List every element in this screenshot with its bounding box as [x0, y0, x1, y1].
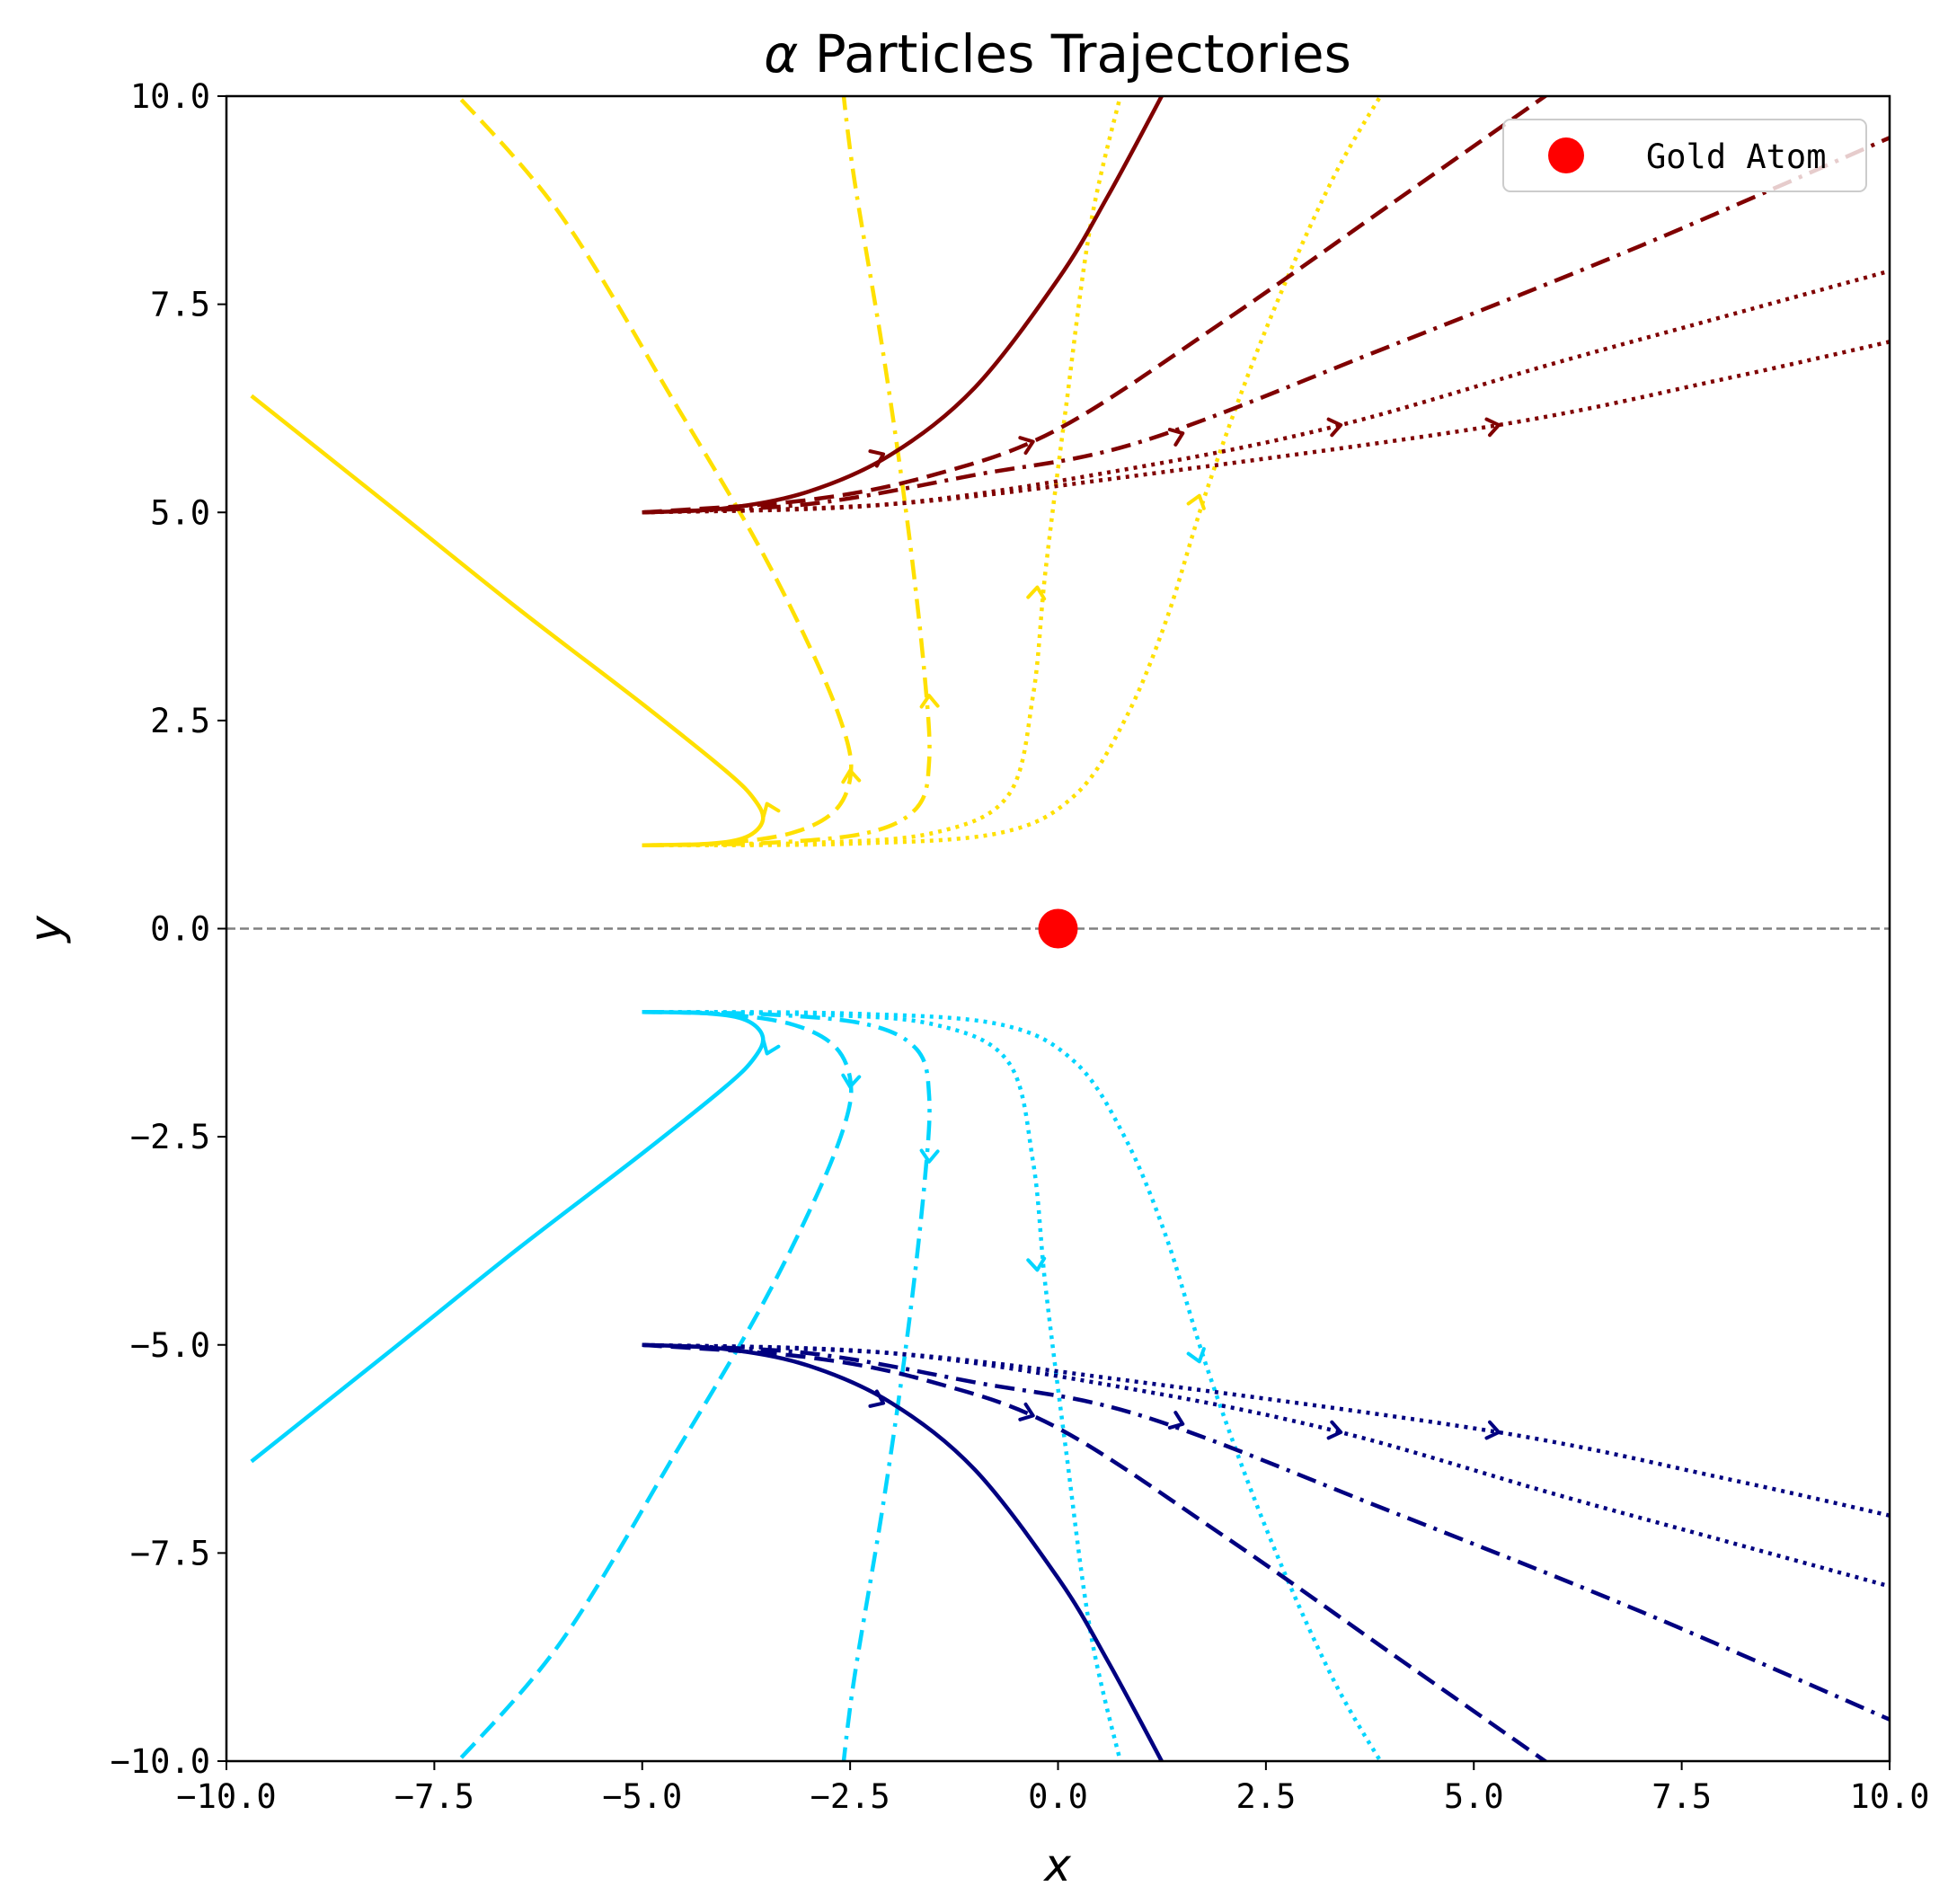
- x-axis-label: x: [1042, 1839, 1071, 1891]
- trajectory-arrow-13: [919, 1148, 940, 1164]
- y-tick-label: −7.5: [130, 1534, 210, 1572]
- legend-gold-atom-marker: [1548, 137, 1584, 173]
- trajectory-arrow-7: [1018, 436, 1035, 456]
- x-tick-label: −5.0: [602, 1777, 682, 1816]
- series-layer: [250, 96, 1890, 1761]
- trajectory-arrow-2: [841, 768, 862, 784]
- x-tick-label: −7.5: [394, 1777, 474, 1816]
- trajectory-line-14: [642, 1009, 1123, 1761]
- trajectory-line-2: [455, 96, 854, 848]
- trajectory-line-13: [642, 1009, 932, 1761]
- trajectory-line-6: [642, 96, 1164, 515]
- plot-area: [226, 96, 1890, 1761]
- trajectory-line-10: [642, 340, 1890, 515]
- y-tick-label: 10.0: [130, 77, 210, 116]
- trajectory-arrow-14: [1026, 1256, 1047, 1272]
- trajectory-line-17: [642, 1342, 1549, 1761]
- trajectory-line-12: [455, 1009, 854, 1761]
- trajectory-arrow-19: [1326, 1420, 1343, 1440]
- trajectory-line-15: [642, 1009, 1384, 1761]
- trajectory-arrow-16: [868, 1389, 886, 1408]
- trajectory-arrow-8: [1167, 428, 1185, 447]
- trajectory-line-9: [642, 269, 1890, 515]
- trajectory-arrow-5: [1186, 493, 1206, 510]
- trajectory-line-16: [642, 1342, 1164, 1761]
- gold-atom-marker: [1038, 908, 1078, 949]
- y-tick-label: 7.5: [150, 286, 210, 324]
- trajectory-arrow-1: [761, 801, 781, 819]
- trajectory-arrow-15: [1186, 1347, 1206, 1364]
- trajectory-line-8: [642, 136, 1890, 515]
- x-tick-label: −2.5: [810, 1777, 890, 1816]
- trajectory-arrow-9: [1326, 417, 1343, 438]
- trajectory-line-11: [250, 1009, 766, 1464]
- chart-title-rest: Particles Trajectories: [798, 23, 1350, 84]
- legend-label: Gold Atom: [1646, 137, 1826, 176]
- trajectory-arrow-17: [1018, 1402, 1035, 1421]
- trajectory-line-18: [642, 1342, 1890, 1722]
- y-tick-label: 0.0: [150, 910, 210, 949]
- x-tick-label: 2.5: [1235, 1777, 1296, 1816]
- x-tick-label: 7.5: [1651, 1777, 1712, 1816]
- x-tick-label: −10.0: [176, 1777, 276, 1816]
- trajectory-line-4: [642, 96, 1123, 848]
- y-axis-label: y: [20, 915, 72, 944]
- trajectory-arrow-6: [868, 449, 886, 468]
- trajectory-arrow-10: [1484, 417, 1501, 438]
- legend: Gold Atom: [1502, 119, 1867, 192]
- trajectory-arrow-12: [841, 1073, 862, 1089]
- legend-box: [1502, 119, 1867, 192]
- y-tick-label: −5.0: [130, 1326, 210, 1365]
- trajectory-line-7: [642, 96, 1549, 515]
- x-tick-label: 10.0: [1849, 1777, 1929, 1816]
- x-tick-label: 0.0: [1028, 1777, 1088, 1816]
- y-tick-label: −10.0: [111, 1742, 210, 1781]
- trajectory-line-19: [642, 1342, 1890, 1589]
- trajectory-arrow-18: [1167, 1411, 1185, 1430]
- trajectory-line-3: [642, 96, 932, 848]
- chart-title-alpha: α: [764, 23, 798, 84]
- y-tick-label: 5.0: [150, 493, 210, 532]
- chart-title: α Particles Trajectories: [764, 23, 1351, 84]
- trajectory-arrow-3: [919, 694, 940, 709]
- y-tick-label: 2.5: [150, 702, 210, 740]
- trajectory-line-20: [642, 1342, 1890, 1518]
- trajectory-arrow-4: [1026, 585, 1047, 601]
- trajectory-arrow-20: [1484, 1420, 1501, 1440]
- trajectory-line-5: [642, 96, 1384, 848]
- x-axis-ticks: −10.0 −7.5 −5.0 −2.5 0.0 2.5 5.0 7.5 10.0: [176, 1761, 1930, 1816]
- trajectory-line-1: [250, 394, 766, 848]
- trajectory-arrow-11: [761, 1039, 781, 1056]
- y-tick-label: −2.5: [130, 1118, 210, 1156]
- x-tick-label: 5.0: [1444, 1777, 1504, 1816]
- y-axis-ticks: −10.0 −7.5 −5.0 −2.5 0.0 2.5 5.0 7.5 10.0: [111, 77, 226, 1781]
